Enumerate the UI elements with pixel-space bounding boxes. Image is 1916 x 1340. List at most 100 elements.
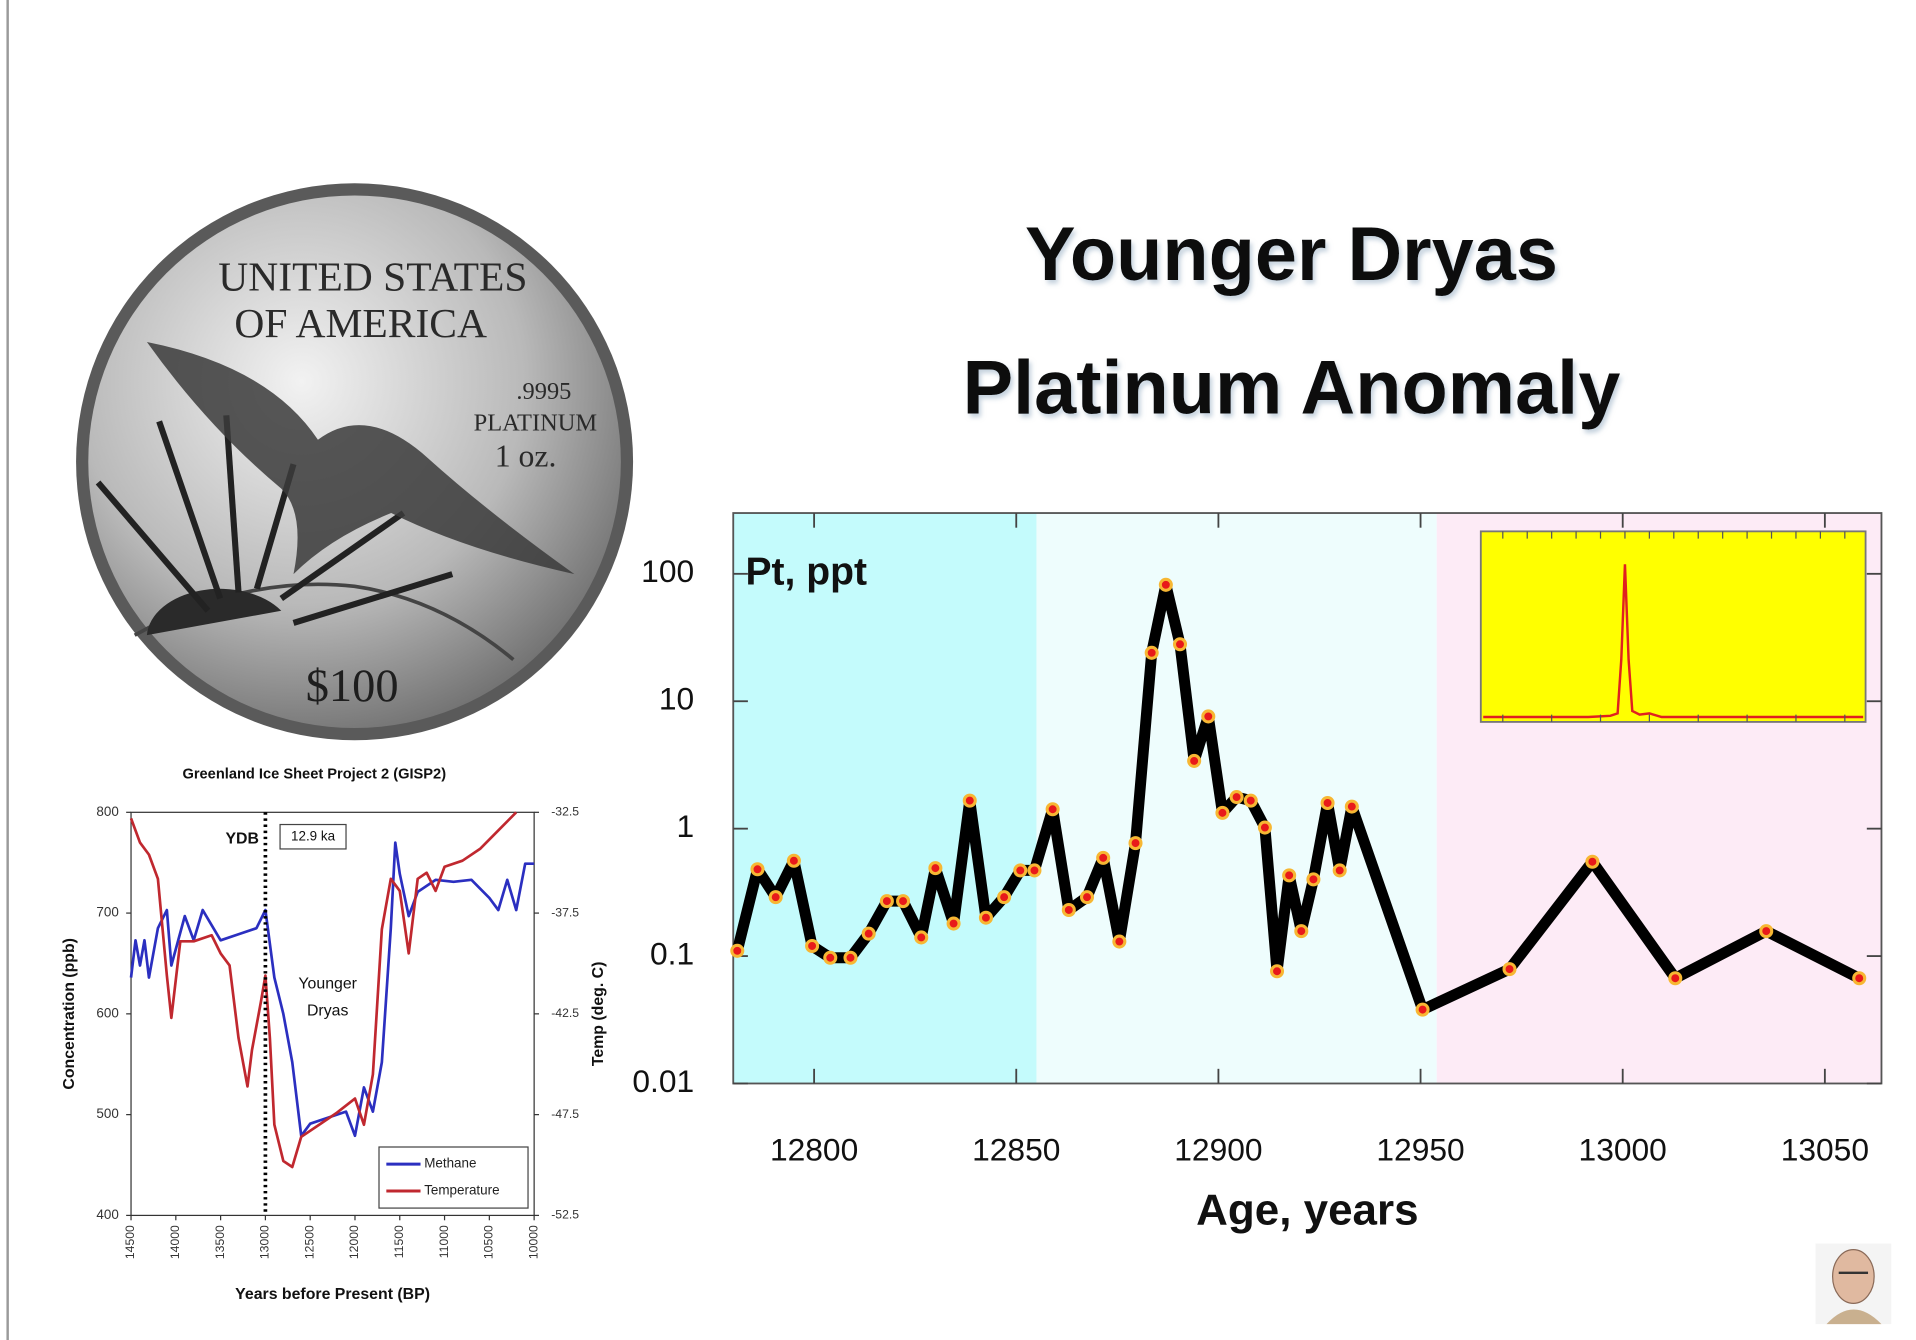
y-tick-label: 0.01 <box>632 1063 694 1099</box>
avatar-body <box>1826 1309 1882 1325</box>
annotation-box <box>279 823 347 850</box>
data-point <box>1229 790 1244 805</box>
y-tick-label: 600 <box>96 1005 118 1020</box>
inset-ticks <box>1502 531 1846 722</box>
y2-tick-label: -47.5 <box>551 1107 579 1121</box>
coin-text: OF AMERICA <box>234 300 487 346</box>
data-point <box>914 930 929 945</box>
data-point <box>843 950 858 965</box>
x-tick-label: 12800 <box>770 1131 858 1167</box>
x-tick-label: 11000 <box>437 1225 451 1258</box>
data-point <box>1585 854 1600 869</box>
data-point <box>1045 802 1060 817</box>
data-point <box>1079 890 1095 905</box>
x-tick-label: 14500 <box>123 1225 137 1259</box>
x-tick-label: 14000 <box>168 1225 182 1259</box>
series-line <box>129 841 535 1138</box>
data-point <box>1128 836 1143 851</box>
data-point <box>768 890 783 905</box>
coin-text: PLATINUM <box>474 410 597 437</box>
data-point <box>1172 637 1188 652</box>
data-point <box>896 894 911 909</box>
x-tick-label: 10000 <box>526 1225 540 1259</box>
y-tick-label: 10 <box>659 681 694 717</box>
presenter-avatar <box>1815 1243 1892 1325</box>
inset-frame <box>1479 530 1867 723</box>
data-point <box>1270 964 1285 979</box>
y2-tick-label: -42.5 <box>551 1006 579 1020</box>
data-point <box>1061 902 1076 918</box>
y2-tick-label: -52.5 <box>551 1208 579 1222</box>
plot-label: Pt, ppt <box>745 550 867 593</box>
y2-axis-label: Temp (deg. C) <box>590 962 607 1067</box>
x-tick-label: 10500 <box>482 1225 496 1259</box>
y-tick-label: 800 <box>96 804 118 819</box>
x-tick-label: 13050 <box>1781 1131 1869 1167</box>
legend-label: Temperature <box>424 1183 499 1198</box>
series-line <box>731 579 1865 1016</box>
data-point <box>962 793 977 808</box>
data-point <box>805 938 820 954</box>
y-tick-label: 1 <box>676 808 694 844</box>
x-tick-label: 13000 <box>258 1225 272 1259</box>
annotation: 12.9 ka <box>291 828 336 843</box>
annotation: YDB <box>225 830 258 847</box>
coin-text: UNITED STATES <box>218 253 527 299</box>
data-point <box>1332 863 1347 878</box>
data-point <box>879 894 894 909</box>
coin: UNITED STATES OF AMERICA .9995 PLATINUM … <box>76 183 634 741</box>
data-point <box>1344 799 1359 814</box>
data-point <box>786 853 801 868</box>
coin-text: $100 <box>306 661 399 712</box>
data-point <box>1112 934 1127 949</box>
y2-tick-label: -37.5 <box>551 905 579 919</box>
inset <box>1479 530 1867 723</box>
data-point <box>861 926 876 941</box>
data-point <box>1201 709 1216 724</box>
data-point <box>928 861 943 876</box>
x-tick-label: 12900 <box>1174 1131 1262 1167</box>
data-point <box>1759 924 1774 939</box>
data-point <box>978 910 993 925</box>
y-tick-label: 400 <box>96 1207 118 1222</box>
inset-line <box>1483 564 1864 719</box>
y-tick-label: 500 <box>96 1106 118 1121</box>
x-tick-label: 13000 <box>1579 1131 1667 1167</box>
x-axis-label: Age, years <box>1196 1186 1418 1235</box>
annotation: Dryas <box>307 1003 348 1020</box>
data-point <box>1144 645 1159 660</box>
coin-text: 1 oz. <box>495 439 557 474</box>
x-tick-label: 12500 <box>302 1225 316 1259</box>
x-tick-label: 13500 <box>213 1225 227 1259</box>
x-tick-label: 11500 <box>392 1225 406 1258</box>
data-point <box>1306 872 1321 887</box>
band <box>733 513 1037 1084</box>
x-tick-label: 12850 <box>972 1131 1060 1167</box>
data-point <box>997 890 1012 905</box>
main-chart: 0.01 0.1 1 10 100 12800 12850 12900 12950 13000 13… <box>632 512 1883 1235</box>
data-point <box>1243 793 1258 808</box>
data-point <box>1158 577 1173 592</box>
data-point <box>1294 924 1309 939</box>
x-axis-label: Years before Present (BP) <box>235 1286 430 1303</box>
chart-title: Greenland Ice Sheet Project 2 (GISP2) <box>182 766 446 782</box>
coin-eagle <box>146 342 575 575</box>
data-point <box>1502 962 1517 977</box>
x-tick-label: 12950 <box>1376 1131 1464 1167</box>
coin-text: .9995 <box>516 378 571 405</box>
plot-frame <box>732 512 1883 1085</box>
series-line <box>129 811 518 1169</box>
slide-title: Younger Dryas <box>1025 212 1558 297</box>
legend-box <box>378 1146 529 1209</box>
annotation: Younger <box>298 976 357 993</box>
data-point <box>1013 863 1028 878</box>
data-point <box>823 950 838 965</box>
y-tick-label: 700 <box>96 905 118 920</box>
y2-tick-label: -32.5 <box>551 805 579 819</box>
data-point <box>1027 863 1042 878</box>
data-point <box>1320 795 1335 811</box>
data-point <box>1668 971 1683 986</box>
data-point <box>946 916 961 931</box>
